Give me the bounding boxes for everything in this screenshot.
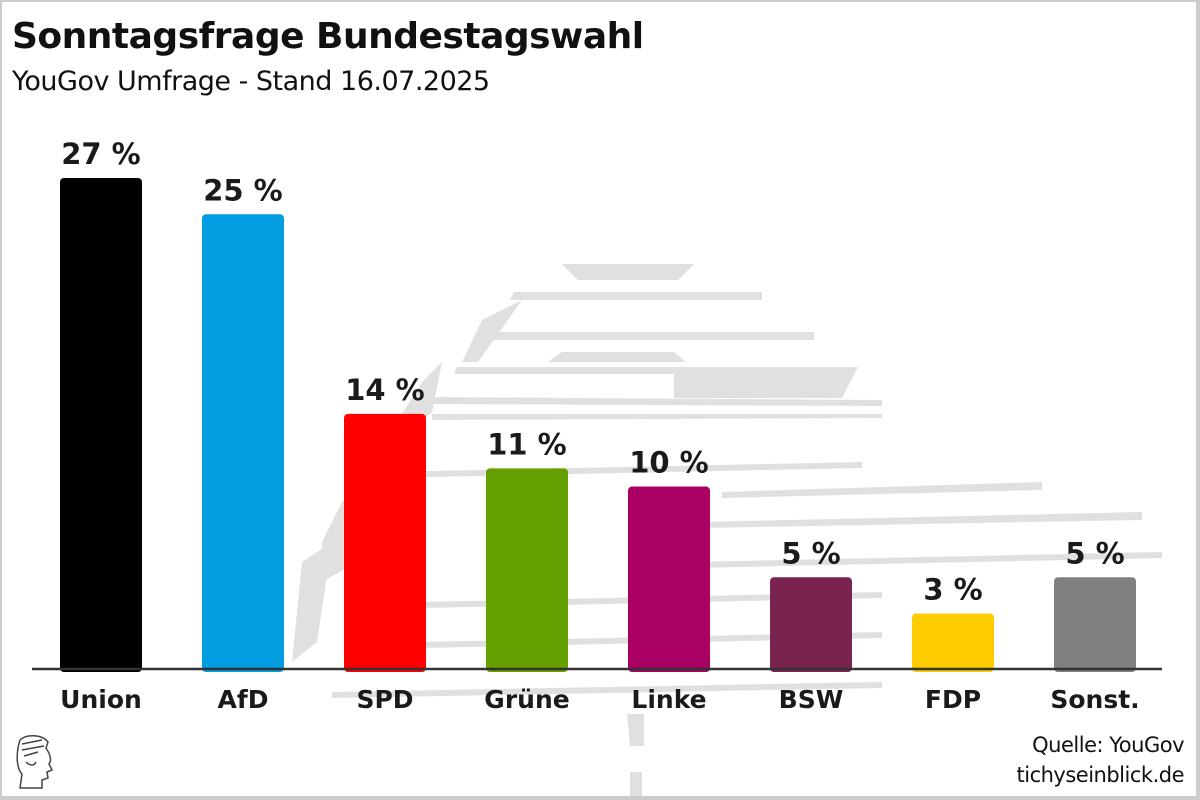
category-label: Grüne (484, 685, 569, 714)
bar-fdp (912, 613, 994, 672)
value-label: 3 % (923, 573, 982, 607)
source-label: Quelle: YouGov (1032, 733, 1184, 757)
bar-union (60, 178, 142, 672)
bar-afd (202, 214, 284, 672)
value-label: 5 % (781, 536, 840, 570)
bar-linke (628, 486, 710, 672)
bar-bsw (770, 577, 852, 672)
category-label: BSW (779, 685, 844, 714)
bar-grne (486, 468, 568, 672)
category-label: SPD (356, 685, 413, 714)
source-credit: Quelle: YouGov tichyseinblick.de (1017, 730, 1185, 790)
category-label: Union (60, 685, 142, 714)
chart-subtitle: YouGov Umfrage - Stand 16.07.2025 (12, 66, 490, 97)
value-label: 10 % (629, 446, 709, 480)
value-label: 11 % (487, 427, 567, 461)
site-label: tichyseinblick.de (1016, 763, 1185, 787)
value-label: 5 % (1065, 536, 1124, 570)
value-label: 25 % (203, 173, 283, 207)
value-label: 27 % (61, 137, 141, 171)
category-label: FDP (925, 685, 981, 714)
hermes-head-logo-icon (16, 735, 54, 789)
chart-title: Sonntagsfrage Bundestagswahl (12, 16, 644, 57)
bar-sonst (1054, 577, 1136, 672)
category-label: Linke (631, 685, 706, 714)
category-label: AfD (218, 685, 269, 714)
bar-spd (344, 413, 426, 672)
value-label: 14 % (345, 373, 425, 407)
category-label: Sonst. (1050, 685, 1139, 714)
